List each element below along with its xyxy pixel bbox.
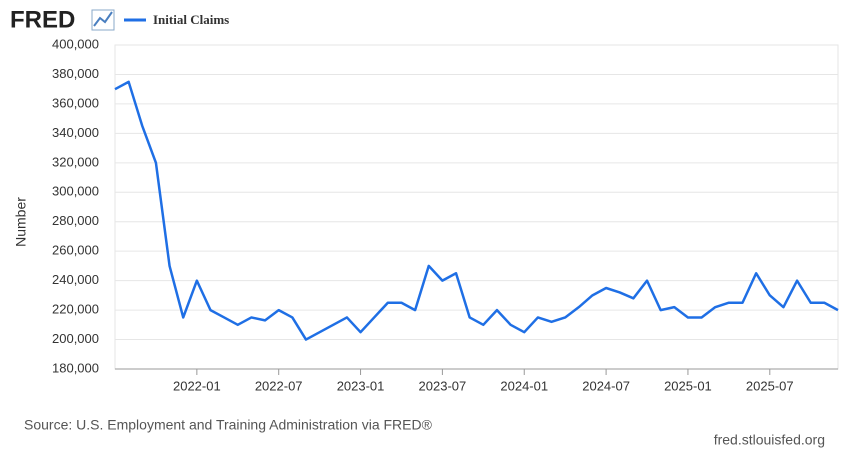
y-tick-label: 280,000 — [52, 213, 99, 228]
y-tick-label: 380,000 — [52, 66, 99, 81]
y-tick-label: 340,000 — [52, 125, 99, 140]
x-tick-label: 2024-07 — [582, 378, 630, 393]
y-tick-label: 240,000 — [52, 272, 99, 287]
source: Source: U.S. Employment and Training Adm… — [24, 417, 433, 433]
y-tick-label: 320,000 — [52, 154, 99, 169]
logo-icon — [91, 9, 115, 31]
y-axis-label: Number — [13, 197, 29, 247]
y-tick-label: 220,000 — [52, 302, 99, 317]
x-tick-label: 2022-07 — [255, 378, 303, 393]
series-line — [114, 80, 839, 341]
url: fred.stlouisfed.org — [714, 432, 825, 448]
x-tick-label: 2022-01 — [173, 378, 221, 393]
y-tick-label: 360,000 — [52, 95, 99, 110]
y-tick-label: 400,000 — [52, 36, 99, 51]
x-tick-label: 2025-07 — [746, 378, 794, 393]
x-tick-label: 2025-01 — [664, 378, 712, 393]
x-tick-label: 2024-01 — [500, 378, 548, 393]
logo: FRED — [10, 6, 75, 33]
y-tick-label: 300,000 — [52, 184, 99, 199]
y-tick-label: 180,000 — [52, 360, 99, 375]
x-tick-label: 2023-07 — [419, 378, 467, 393]
x-tick-label: 2023-01 — [337, 378, 385, 393]
y-tick-label: 260,000 — [52, 243, 99, 258]
legend-label: Initial Claims — [153, 12, 229, 27]
y-tick-label: 200,000 — [52, 331, 99, 346]
